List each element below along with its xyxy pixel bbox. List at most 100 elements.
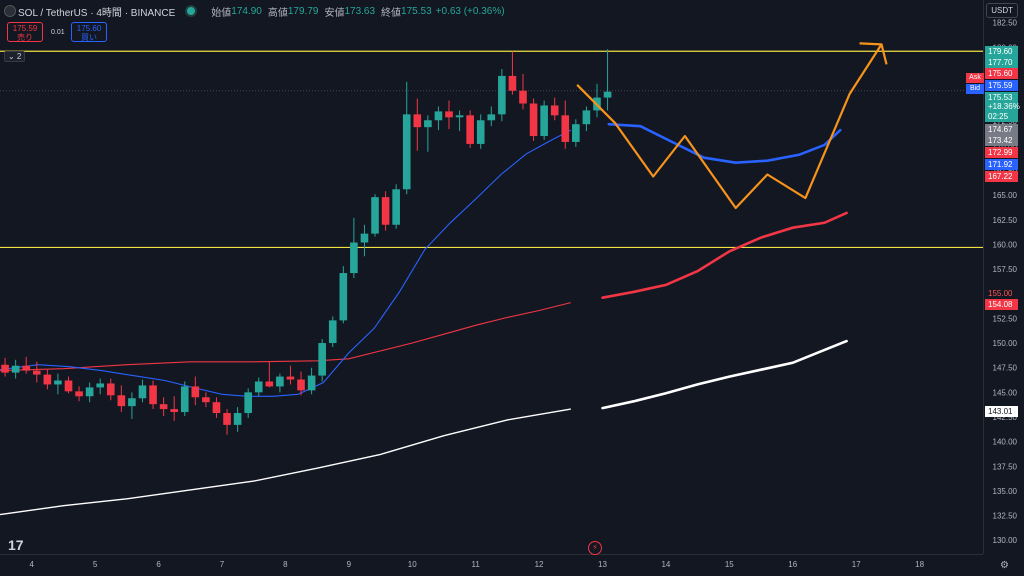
candle-body-12 [128, 398, 136, 407]
candle-body-10 [106, 383, 115, 396]
price-label-1: 177.70 [985, 57, 1018, 69]
candle-body-21 [223, 413, 231, 425]
candle-body-7 [75, 391, 83, 397]
x-tick-label-11: 15 [725, 560, 734, 569]
projection-line [576, 43, 883, 210]
price-label-0: 179.60 [985, 45, 1018, 57]
ma-blue-projection [607, 122, 842, 165]
candle-body-3 [32, 370, 41, 375]
candle-body-54 [572, 124, 580, 142]
candle-body-32 [339, 273, 348, 321]
price-label-7: 174.67 [985, 123, 1018, 135]
candle-body-14 [149, 385, 157, 405]
x-tick-label-6: 10 [408, 560, 417, 569]
sell-label: 売り [17, 33, 33, 42]
solana-logo-icon [4, 5, 16, 17]
candle-body-55 [582, 110, 591, 125]
candle-body-34 [360, 233, 369, 243]
buy-label: 買い [81, 33, 97, 42]
candle-body-25 [265, 381, 274, 387]
candle-body-5 [54, 380, 62, 385]
x-axis-ticks: 4 5 6 7 8 9 10 11 12 13 14 15 16 17 18 [29, 560, 924, 569]
low-value: 173.63 [344, 5, 376, 17]
x-tick-label-14: 18 [915, 560, 924, 569]
candle-body-28 [297, 379, 305, 391]
y-tick-label-15: 145.00 [993, 388, 1018, 397]
candles [1, 49, 612, 435]
candle-body-52 [550, 105, 559, 116]
currency-selector[interactable]: USDT [986, 3, 1018, 18]
gear-icon[interactable]: ⚙ [1000, 560, 1009, 571]
y-tick-label-20: 132.50 [993, 512, 1018, 521]
spread-value: 0.01 [51, 29, 65, 36]
candle-body-31 [328, 320, 337, 344]
candle-body-2 [22, 365, 31, 371]
candle-body-9 [96, 383, 105, 388]
open-value: 174.90 [231, 5, 262, 17]
candle-body-46 [487, 114, 496, 121]
price-label-2: 175.60 [985, 68, 1018, 80]
candle-body-18 [191, 386, 200, 398]
ma-white-line [0, 408, 571, 516]
high-value: 179.79 [287, 5, 319, 17]
price-label-12: 155.00 [985, 288, 1018, 300]
y-tick-label-8: 162.50 [993, 216, 1018, 225]
candle-body-20 [212, 402, 221, 414]
y-tick-label-19: 135.00 [993, 487, 1018, 496]
ma-red-line [0, 302, 571, 372]
candle-body-23 [244, 392, 252, 414]
red-moving-average [0, 211, 848, 372]
candle-body-22 [233, 413, 242, 425]
y-tick-label-18: 137.50 [993, 462, 1018, 471]
bid-label: Bid [966, 84, 984, 94]
projection-arrowhead [859, 42, 888, 65]
x-tick-label-9: 13 [598, 560, 607, 569]
x-tick-label-13: 17 [852, 560, 861, 569]
price-label-8: 173.42 [985, 135, 1018, 147]
market-status-icon [185, 5, 198, 17]
candle-body-42 [445, 111, 453, 118]
change-value: +0.63 (+0.36%) [435, 5, 505, 17]
candle-body-1 [11, 365, 20, 373]
candle-body-51 [540, 105, 548, 137]
x-tick-label-2: 6 [156, 560, 161, 569]
candle-body-41 [434, 111, 443, 121]
buy-price: 175.60 [76, 24, 102, 33]
candle-body-48 [508, 75, 517, 91]
y-tick-label-14: 147.50 [993, 364, 1018, 373]
candle-body-26 [276, 376, 284, 387]
price-label-6: 02:25 [985, 111, 1018, 123]
close-value: 175.53 [401, 5, 432, 17]
y-tick-label-16: 142.50 [993, 413, 1018, 422]
x-tick-label-3: 7 [220, 560, 225, 569]
projection-path [576, 42, 888, 210]
tradingview-logo[interactable]: 17 [8, 537, 24, 553]
candle-body-49 [519, 90, 527, 104]
candle-body-43 [455, 115, 464, 118]
candle-body-13 [138, 385, 147, 399]
candle-body-35 [371, 197, 379, 234]
sell-button[interactable]: 175.59 売り [7, 22, 43, 42]
candle-body-19 [202, 397, 210, 403]
candle-body-47 [498, 75, 506, 115]
price-label-11: 167.22 [985, 170, 1018, 182]
indicators-toggle[interactable]: ⌄ 2 [4, 51, 26, 62]
price-label-5: +18.36% [985, 101, 1020, 113]
x-tick-label-4: 8 [283, 560, 288, 569]
lightning-icon[interactable]: ⚡ [588, 541, 602, 555]
x-tick-label-12: 16 [788, 560, 797, 569]
price-label-4: 175.53 [985, 91, 1018, 103]
ma-red-projection [601, 211, 848, 299]
x-tick-label-8: 12 [535, 560, 544, 569]
x-tick-label-5: 9 [347, 560, 352, 569]
candle-body-37 [392, 189, 400, 225]
x-tick-label-1: 5 [93, 560, 98, 569]
y-tick-label-13: 150.00 [993, 339, 1018, 348]
candle-body-30 [318, 343, 326, 376]
symbol-title[interactable]: SOL / TetherUS · 4時間 · BINANCE [18, 7, 176, 19]
candle-body-17 [180, 386, 189, 413]
sell-price: 175.59 [12, 24, 38, 33]
price-label-9: 172.99 [985, 147, 1018, 159]
buy-button[interactable]: 175.60 買い [71, 22, 107, 42]
